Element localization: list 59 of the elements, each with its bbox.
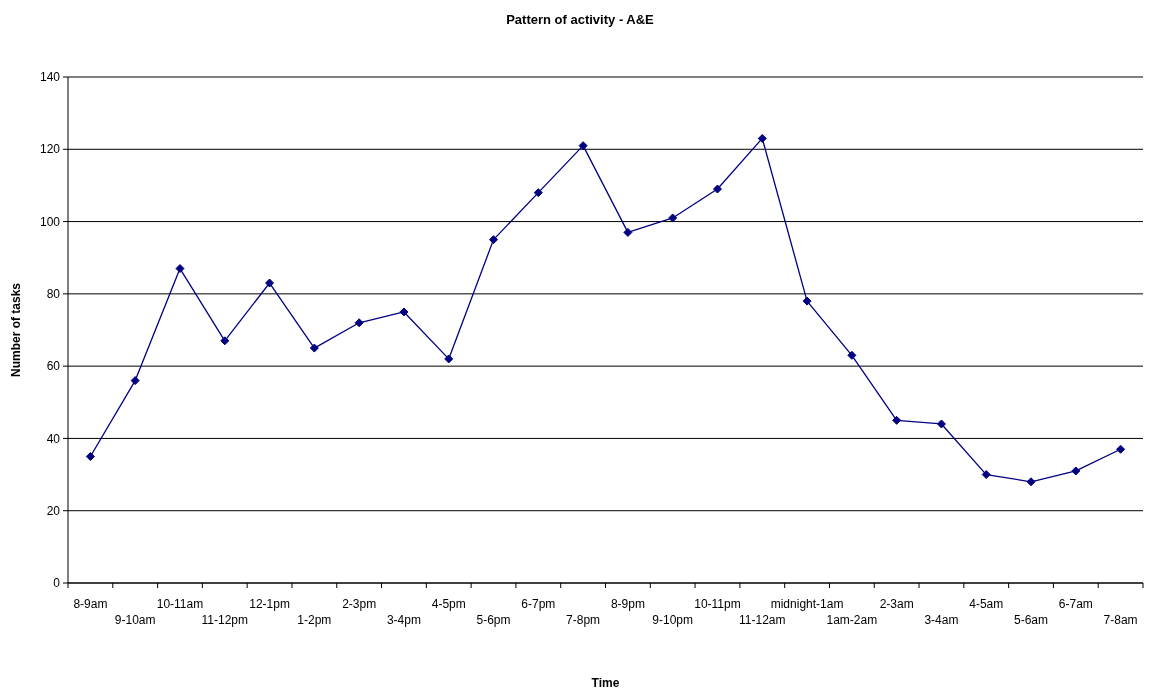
point [175,264,185,274]
chart-title: Pattern of activity - A&E [506,12,655,27]
point [130,376,140,386]
x-tick-label: 10-11am [156,597,204,611]
x-tick-label: 6-7pm [521,597,556,611]
x-tick-label: 9-10am [114,613,156,627]
y-tick-label: 80 [46,287,61,302]
point [444,354,454,364]
x-tick-label: midnight-1am [770,597,844,611]
y-axis-title: Number of tasks [9,282,23,378]
x-tick-label: 10-11pm [694,597,741,611]
x-tick-label: 4-5pm [431,597,466,611]
x-tick-label: 5-6am [1014,613,1049,627]
y-tick-label: 100 [39,214,61,229]
y-tick-label: 0 [53,576,61,591]
point [85,452,95,461]
x-tick-label: 6-7am [1058,597,1093,611]
x-tick-label: 7-8am [1103,613,1138,627]
x-tick-label: 3-4am [924,613,959,627]
x-tick-label: 5-6pm [476,613,511,627]
point [623,227,633,237]
point [533,188,543,198]
point [1116,444,1126,454]
x-tick-label: 8-9pm [610,597,645,611]
point [489,235,499,245]
point [936,419,946,429]
x-tick-label: 4-5am [969,597,1004,611]
point [892,415,902,425]
x-tick-label: 2-3pm [342,597,377,611]
x-tick-label: 11-12am [739,613,786,627]
point [981,470,991,480]
y-tick-label: 20 [46,503,61,518]
point [399,307,409,317]
x-tick-label: 9-10pm [652,613,694,627]
y-tick-label: 40 [46,431,61,446]
point [757,133,767,143]
point [354,318,364,328]
y-tick-label: 120 [39,142,61,157]
x-tick-label: 11-12pm [201,613,249,627]
point [1026,477,1036,487]
y-tick-label: 140 [39,70,61,85]
x-tick-label: 2-3am [879,597,914,611]
x-axis-title: Time [591,676,620,690]
x-tick-label: 12-1pm [249,597,290,611]
x-tick-label: 3-4pm [386,613,421,627]
point [220,336,230,346]
x-tick-label: 8-9am [73,597,108,611]
point [265,278,275,288]
point [847,350,857,360]
y-tick-label: 60 [46,359,61,374]
point [668,213,678,223]
point [578,141,588,151]
x-tick-label: 1am-2am [826,613,878,627]
point [1071,466,1081,476]
x-tick-label: 7-8pm [566,613,601,627]
point [309,343,319,353]
x-tick-label: 1-2pm [297,613,332,627]
point [802,296,812,306]
point [712,184,722,194]
